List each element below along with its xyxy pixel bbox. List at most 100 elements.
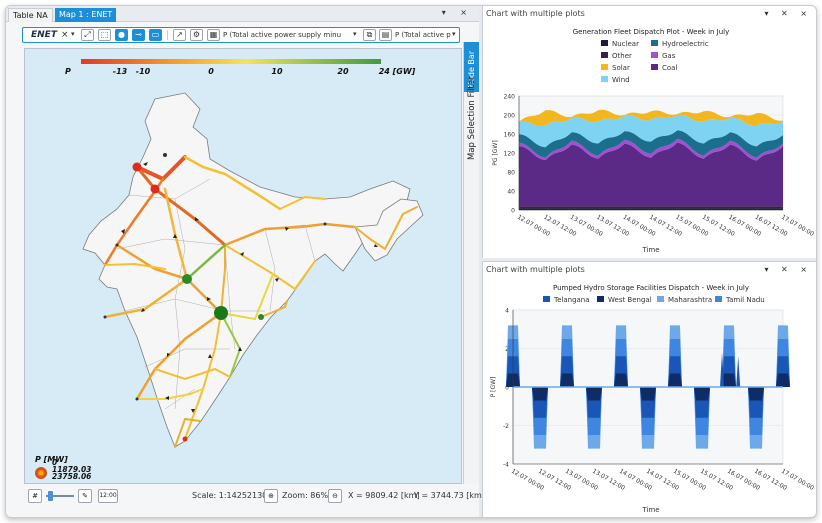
area-solar bbox=[519, 109, 783, 127]
area-gas bbox=[519, 138, 783, 161]
chevron-down-icon[interactable]: ▾ bbox=[353, 30, 357, 38]
legend-swatch bbox=[601, 76, 608, 82]
branch-icon[interactable]: ⊸ bbox=[132, 29, 145, 41]
node-variable-select[interactable]: P (Total active power supply minu bbox=[223, 31, 342, 39]
chart-panel-title: Chart with multiple plots bbox=[486, 265, 585, 274]
branch-variable-select[interactable]: P (Total active power supply minu bbox=[395, 31, 451, 39]
legend-value-mid: 11879.03 bbox=[52, 465, 92, 474]
scale-tick-label: P bbox=[65, 67, 71, 76]
slider-handle[interactable] bbox=[48, 491, 53, 501]
panel-controls[interactable]: ▾ ✕ × bbox=[764, 9, 812, 18]
y-coordinate: Y = 3744.73 [km] bbox=[414, 491, 485, 500]
network-name[interactable]: ENET bbox=[31, 30, 57, 40]
legend-label: Tamil Nadu bbox=[725, 296, 765, 304]
status-bar: # ✎ 12:00 Scale: 1:14252130 ⊕ Zoom: 86% … bbox=[24, 488, 485, 506]
network-nodes[interactable] bbox=[103, 153, 327, 442]
time-button[interactable]: 12:00 bbox=[98, 489, 118, 503]
generation-dispatch-chart[interactable]: Generation Fleet Dispatch Plot - Week in… bbox=[483, 20, 817, 256]
y-tick-label: -2 bbox=[503, 423, 509, 430]
close-network-button[interactable]: × bbox=[61, 30, 69, 40]
y-axis-label: PG [GW] bbox=[492, 140, 499, 165]
tab-node-bar[interactable]: Node Bar bbox=[464, 42, 479, 92]
node-size-legend-icon bbox=[35, 467, 47, 479]
bus-icon[interactable]: ▭ bbox=[149, 29, 162, 41]
document-tabs: Table NA Map 1 : ENET ▾ × bbox=[6, 6, 479, 22]
scale-tick-label: -13 bbox=[113, 67, 128, 76]
legend-label: Gas bbox=[662, 52, 676, 60]
time-slider[interactable] bbox=[46, 495, 74, 497]
node-icon[interactable]: ● bbox=[115, 29, 128, 41]
chevron-down-icon[interactable]: ▾ bbox=[452, 30, 456, 38]
legend-swatch bbox=[651, 40, 658, 46]
panel-controls[interactable]: ▾ ✕ × bbox=[764, 265, 812, 274]
settings-icon[interactable]: ⚙ bbox=[190, 29, 203, 41]
side-bar: Node Bar Map Selection Filter bbox=[463, 42, 479, 484]
y-tick-label: 40 bbox=[507, 189, 515, 196]
tab-controls[interactable]: ▾ × bbox=[441, 8, 473, 17]
map-toolbar: ENET × ▾ ⤢ ⬚ ● ⊸ ▭ ↗ ⚙ ▦ P (Total active… bbox=[22, 27, 460, 43]
zoom-in-icon[interactable]: ⊕ bbox=[264, 489, 278, 503]
legend-label: Wind bbox=[612, 76, 630, 84]
grid-toggle-icon[interactable]: # bbox=[28, 489, 42, 503]
area-other bbox=[519, 206, 783, 209]
pumping-pulse bbox=[694, 387, 710, 401]
arrow-icon[interactable]: ↗ bbox=[173, 29, 186, 41]
y-tick-label: 200 bbox=[504, 113, 516, 120]
app-window: Table NA Map 1 : ENET ▾ × ENET × ▾ ⤢ ⬚ ●… bbox=[5, 5, 817, 518]
northeast-outline bbox=[354, 198, 424, 262]
chart-title: Pumped Hydro Storage Facilities Dispatch… bbox=[553, 284, 749, 292]
scale-tick-label: 10 bbox=[271, 67, 283, 76]
y-tick-label: 0 bbox=[511, 208, 515, 215]
pumping-pulse bbox=[640, 387, 656, 401]
layers-icon[interactable]: ⧉ bbox=[363, 29, 376, 41]
tab-map-selection-filter[interactable]: Map Selection Filter bbox=[467, 76, 477, 160]
y-tick-label: 2 bbox=[505, 346, 509, 353]
fit-view-icon[interactable]: ⤢ bbox=[81, 29, 94, 41]
legend-values: 0 11879.03 23758.06 bbox=[52, 458, 92, 481]
legend-label: Nuclear bbox=[612, 40, 639, 48]
legend-title: P [MW] bbox=[35, 455, 68, 464]
zoom-box-icon[interactable]: ⬚ bbox=[98, 29, 111, 41]
pumping-pulse bbox=[586, 387, 602, 401]
tab-map-1[interactable]: Map 1 : ENET bbox=[55, 8, 117, 22]
pumped-hydro-chart[interactable]: Pumped Hydro Storage Facilities Dispatch… bbox=[483, 276, 817, 518]
color-scale-bar bbox=[81, 59, 381, 64]
scale-tick-label: -10 bbox=[136, 67, 151, 76]
zoom-out-icon[interactable]: ⊖ bbox=[328, 489, 342, 503]
legend-swatch bbox=[651, 64, 658, 70]
toolbar-divider bbox=[167, 30, 168, 40]
legend-label: Coal bbox=[662, 64, 677, 72]
zoom-readout: Zoom: 86% bbox=[282, 491, 329, 500]
legend-value-min: 0 bbox=[52, 458, 58, 467]
y-tick-label: 4 bbox=[505, 308, 509, 315]
chart-panel-generation: Chart with multiple plots ▾ ✕ × Generati… bbox=[482, 6, 817, 258]
chart-title: Generation Fleet Dispatch Plot - Week in… bbox=[573, 28, 730, 36]
generation-pulse bbox=[722, 373, 736, 387]
area-nuclear bbox=[519, 208, 783, 210]
tab-table-na[interactable]: Table NA bbox=[8, 8, 53, 22]
chart-panel-pumped-hydro: Chart with multiple plots ▾ ✕ × Pumped H… bbox=[482, 261, 817, 518]
scale-readout: Scale: 1:14252130 bbox=[192, 491, 268, 500]
flow-arrows bbox=[121, 162, 378, 413]
y-tick-label: 160 bbox=[504, 132, 516, 139]
pen-icon[interactable]: ✎ bbox=[78, 489, 92, 503]
generation-pulse bbox=[668, 373, 682, 387]
area-hydroelectric bbox=[519, 130, 783, 158]
generation-pulse bbox=[560, 373, 574, 387]
table-icon[interactable]: ▤ bbox=[379, 29, 392, 41]
map-canvas[interactable]: P -13 -10 0 10 20 24 [GW] bbox=[24, 48, 462, 484]
area-wind bbox=[519, 114, 783, 148]
india-network-map[interactable]: P -13 -10 0 10 20 24 [GW] bbox=[25, 49, 462, 484]
secondary-pulse bbox=[720, 352, 724, 387]
generation-pulse bbox=[776, 373, 790, 387]
legend-label: Solar bbox=[612, 64, 630, 72]
y-axis-label: P [GW] bbox=[490, 377, 497, 398]
legend-swatch bbox=[601, 40, 608, 46]
chevron-down-icon[interactable]: ▾ bbox=[71, 30, 75, 38]
map-panel: Table NA Map 1 : ENET ▾ × ENET × ▾ ⤢ ⬚ ●… bbox=[6, 6, 485, 517]
y-tick-label: 120 bbox=[504, 151, 516, 158]
grid-icon[interactable]: ▦ bbox=[207, 29, 220, 41]
generation-pulse bbox=[614, 373, 628, 387]
scale-tick-label: 20 bbox=[337, 67, 349, 76]
legend-swatch bbox=[543, 296, 550, 302]
